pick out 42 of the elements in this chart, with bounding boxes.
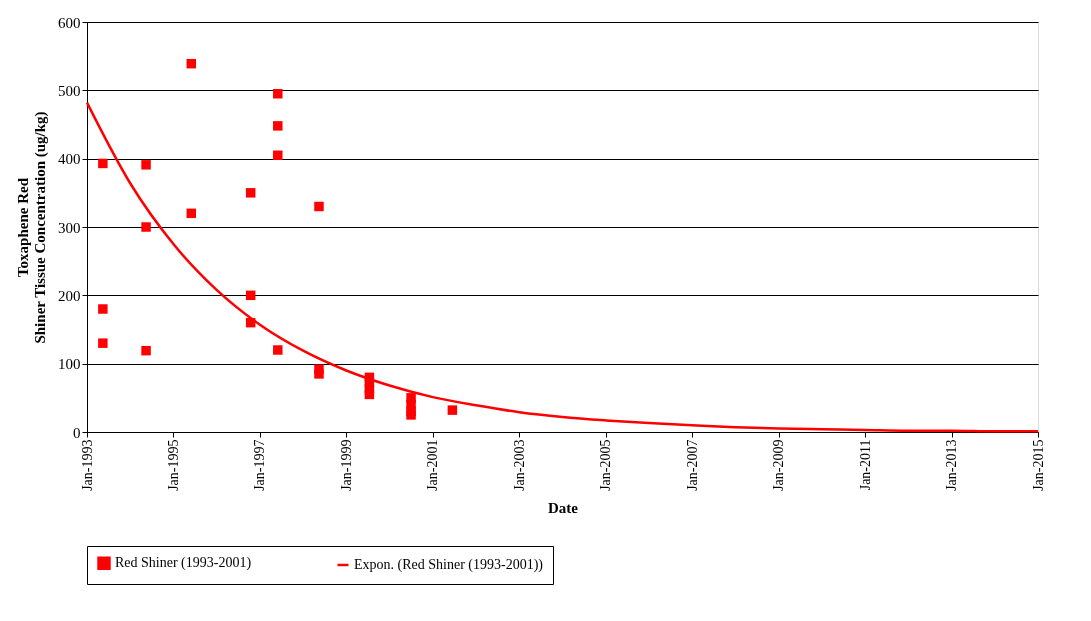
x-tick-label: Jan-2015 xyxy=(1030,439,1046,491)
point xyxy=(98,338,108,348)
y-tick-label: 400 xyxy=(58,151,81,168)
x-tick-label: Jan-2009 xyxy=(771,439,787,491)
y-tick-label: 0 xyxy=(73,424,81,441)
x-tick-label: Jan-2007 xyxy=(684,439,700,491)
y-tick-label: 600 xyxy=(58,14,81,31)
x-tick-label: Jan-2001 xyxy=(425,439,441,491)
point xyxy=(273,121,283,131)
point xyxy=(98,304,108,314)
point xyxy=(141,222,151,232)
point xyxy=(447,405,458,415)
point xyxy=(245,290,256,301)
point xyxy=(273,345,283,355)
legend-label: Red Shiner (1993-2001) xyxy=(115,555,252,572)
x-tick-label: Jan-1997 xyxy=(252,439,268,491)
x-tick-label: Jan-1993 xyxy=(79,439,95,491)
point xyxy=(141,160,151,170)
x-tick-label: Jan-2011 xyxy=(857,439,873,491)
point xyxy=(314,201,324,212)
point xyxy=(141,345,151,356)
x-axis-title: Date xyxy=(548,499,579,516)
point xyxy=(273,89,283,99)
y-tick-label: 500 xyxy=(58,82,81,99)
x-tick-label: Jan-2005 xyxy=(598,439,614,491)
point xyxy=(406,410,416,420)
y-axis-title: Toxaphene Red Shiner Tissue Concentration (ug/kg) xyxy=(15,111,49,344)
y-tick-label: 200 xyxy=(58,287,81,304)
legend-label: Expon. (Red Shiner (1993-2001)) xyxy=(354,557,544,573)
x-tick-label: Jan-2003 xyxy=(511,439,527,491)
point xyxy=(245,188,256,198)
x-tick-label: Jan-1995 xyxy=(165,439,181,491)
y-tick-label: 300 xyxy=(58,219,81,236)
point xyxy=(273,150,283,160)
point xyxy=(364,389,375,400)
x-tick-label: Jan-1999 xyxy=(338,439,354,491)
point xyxy=(314,369,324,379)
point xyxy=(186,58,197,69)
point xyxy=(98,158,108,169)
point xyxy=(186,208,197,219)
x-tick-label: Jan-2013 xyxy=(944,439,960,491)
y-tick-label: 100 xyxy=(58,356,81,373)
